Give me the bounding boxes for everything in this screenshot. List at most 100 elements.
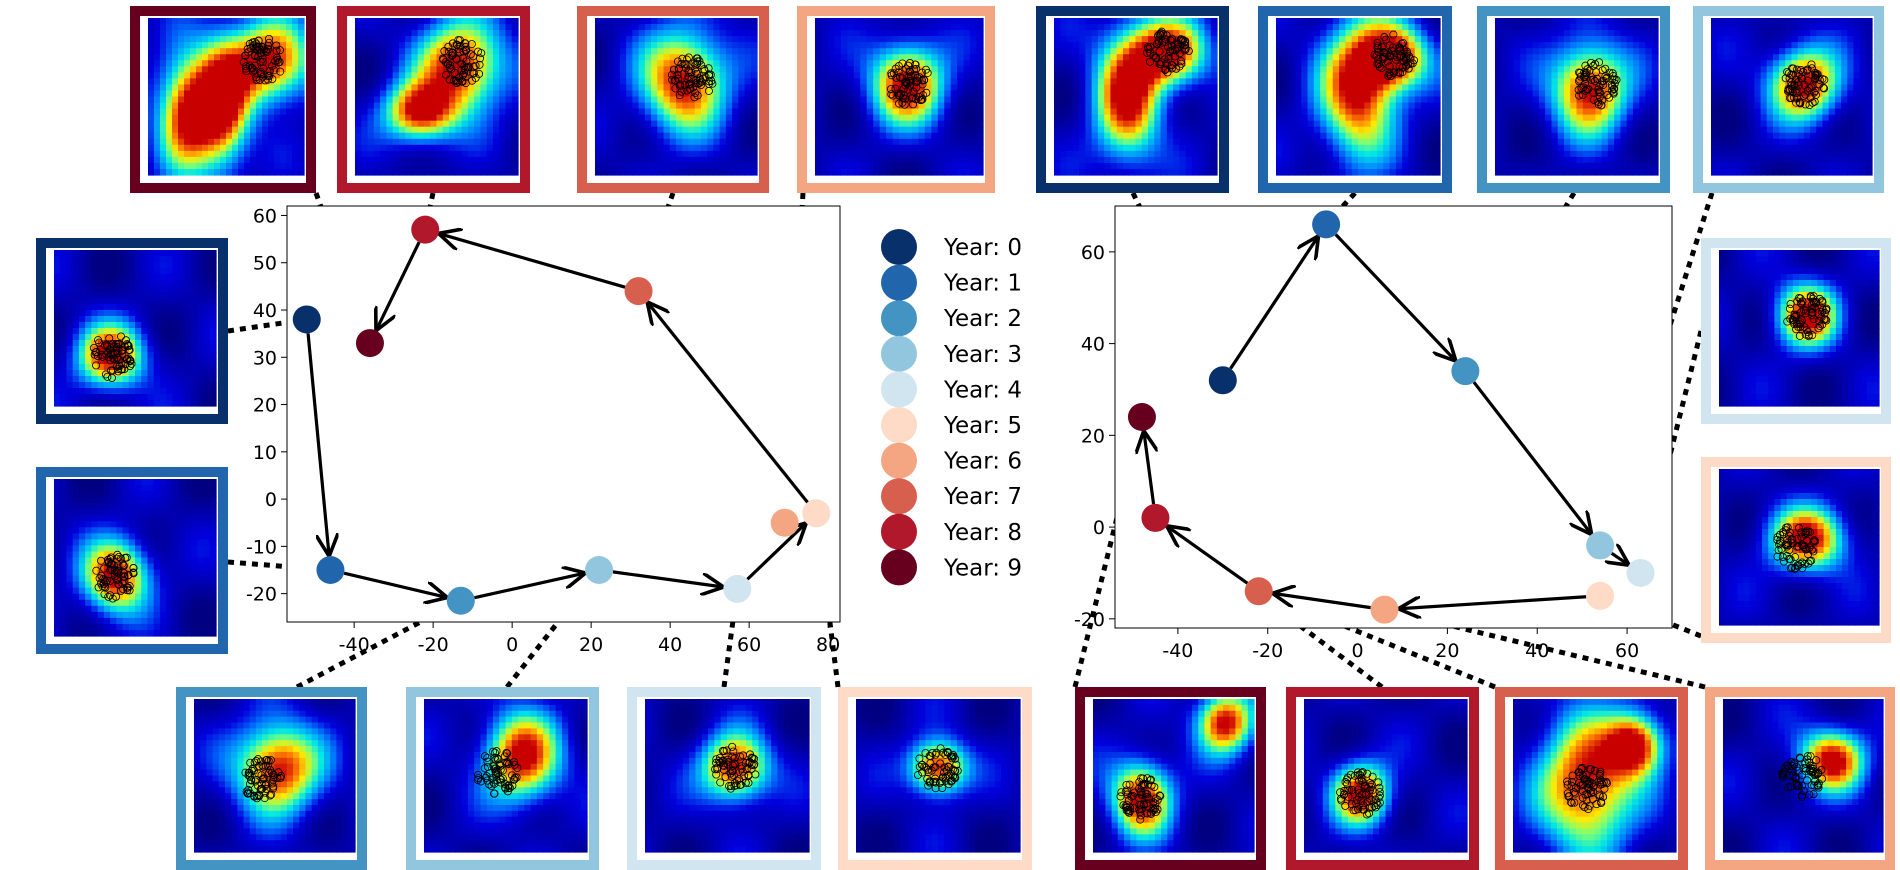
sample-point (458, 71, 467, 80)
heatmap-cell (821, 66, 829, 73)
heatmap-cell (694, 108, 702, 116)
heatmap-cell (1097, 36, 1105, 43)
heatmap-cell (208, 42, 215, 49)
heatmap-cell (713, 114, 721, 122)
heatmap-cell (1210, 156, 1218, 164)
heatmap-cell (154, 18, 161, 25)
heatmap-cell (1414, 72, 1422, 79)
heatmap-cell (694, 132, 702, 140)
heatmap-cell (449, 162, 456, 170)
heatmap-cell (511, 114, 519, 122)
heatmap-cell (1116, 162, 1124, 170)
heatmap-cell (950, 120, 958, 128)
sample-point (452, 54, 461, 63)
heatmap-cell (815, 66, 823, 73)
heatmap-cell (1079, 24, 1086, 31)
heatmap-cell (607, 114, 615, 122)
heatmap-cell (492, 120, 500, 128)
heatmap-cell (1288, 72, 1296, 79)
heatmap-cell (1166, 144, 1174, 152)
heatmap-cell (1526, 78, 1534, 86)
heatmap-cell (651, 66, 658, 73)
heatmap-cell (220, 30, 227, 37)
sample-point (267, 62, 276, 71)
heatmap-cell (931, 96, 939, 104)
heatmap-cell (821, 156, 829, 164)
heatmap-cell (190, 96, 197, 104)
heatmap-cell (1204, 60, 1212, 67)
sample-point (1389, 30, 1398, 39)
heatmap-cell (892, 120, 900, 128)
heatmap-cell (827, 84, 835, 92)
heatmap-cell (873, 108, 881, 116)
heatmap-cell (738, 42, 746, 49)
heatmap-cell (220, 138, 227, 146)
heatmap-cell (398, 24, 406, 31)
heatmap-cell (373, 138, 381, 146)
sample-point (892, 73, 901, 82)
heatmap-cell (449, 138, 456, 146)
heatmap-cell (1179, 24, 1187, 31)
heatmap-cell (298, 18, 305, 25)
heatmap-cell (499, 72, 507, 79)
x-tick-label: -40 (339, 634, 370, 656)
sample-point (248, 64, 257, 73)
heatmap-cell (638, 72, 646, 79)
heatmap-cell (632, 48, 640, 55)
heatmap-cell (449, 126, 456, 134)
heatmap-cell (1545, 42, 1553, 49)
heatmap-cell (148, 78, 155, 86)
heatmap-cell (619, 30, 627, 37)
heatmap-cell (355, 72, 362, 79)
heatmap-cell (1651, 48, 1659, 55)
heatmap-cell (1601, 96, 1609, 104)
heatmap-cell (262, 24, 269, 31)
heatmap-cell (268, 18, 275, 25)
heatmap-cell (292, 102, 299, 110)
heatmap-cell (392, 114, 400, 122)
heatmap-cell (184, 18, 191, 25)
heatmap-cell (461, 48, 469, 55)
heatmap-cell (1639, 78, 1647, 86)
heatmap-cell (160, 132, 167, 140)
heatmap-cell (944, 72, 952, 79)
heatmap-cell (1326, 108, 1334, 116)
sample-point (691, 88, 700, 97)
heatmap-cell (738, 24, 746, 31)
heatmap-cell (467, 30, 475, 37)
heatmap-cell (899, 18, 907, 25)
heatmap-cell (499, 108, 507, 116)
heatmap-cell (280, 24, 287, 31)
heatmap-cell (1526, 42, 1534, 49)
heatmap-cell (436, 42, 444, 49)
heatmap-cell (1307, 102, 1315, 110)
heatmap-cell (160, 24, 167, 31)
heatmap-cell (886, 138, 894, 146)
trajectory-arrow (612, 570, 722, 587)
heatmap-cell (1129, 84, 1137, 92)
heatmap-cell (1066, 84, 1074, 92)
heatmap-cell (1054, 42, 1061, 49)
heatmap-cell (474, 132, 481, 140)
heatmap-cell (1060, 54, 1068, 61)
heatmap-cell (190, 24, 197, 31)
heatmap-cell (1414, 150, 1422, 158)
heatmap-cell (626, 144, 633, 152)
heatmap-cell (847, 96, 855, 104)
heatmap-cell (280, 108, 287, 116)
sample-point (1167, 61, 1176, 70)
heatmap-cell (918, 132, 926, 140)
heatmap-cell (638, 66, 646, 73)
heatmap-cell (1129, 150, 1137, 158)
heatmap-cell (436, 90, 444, 98)
point-year-4 (1626, 558, 1655, 587)
heatmap-cell (688, 156, 696, 164)
heatmap-cell (208, 162, 215, 170)
heatmap-cell (682, 156, 690, 164)
sample-point (1180, 46, 1189, 55)
heatmap-cell (1307, 120, 1315, 128)
heatmap-cell (268, 60, 275, 67)
heatmap-cell (1563, 96, 1571, 104)
heatmap-cell (1620, 24, 1628, 31)
heatmap-cell (411, 168, 419, 176)
